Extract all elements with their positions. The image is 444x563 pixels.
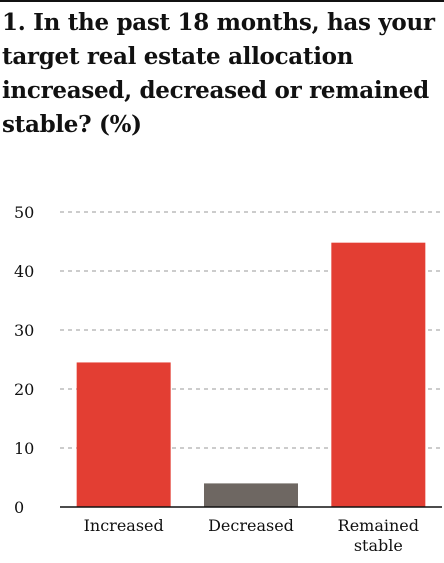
- bar-remained-stable: [331, 242, 426, 507]
- bars: [76, 242, 426, 507]
- y-tick-label: 50: [14, 203, 34, 222]
- chart-title: 1. In the past 18 months, has your targe…: [2, 9, 435, 138]
- title-top-rule: [0, 0, 444, 2]
- y-axis-tick-labels: 0 10 20 30 40 50: [14, 203, 34, 517]
- y-tick-label: 20: [14, 380, 34, 399]
- x-tick-label: Remained stable: [338, 516, 419, 555]
- x-tick-label: Decreased: [208, 516, 294, 535]
- y-tick-label: 40: [14, 262, 34, 281]
- bar-decreased: [204, 483, 298, 507]
- bar-increased: [76, 362, 171, 507]
- x-tick-label: Increased: [84, 516, 164, 535]
- y-tick-label: 30: [14, 321, 34, 340]
- y-tick-label: 10: [14, 439, 34, 458]
- y-tick-label: 0: [14, 498, 24, 517]
- x-axis-tick-labels: Increased Decreased Remained stable: [84, 516, 419, 555]
